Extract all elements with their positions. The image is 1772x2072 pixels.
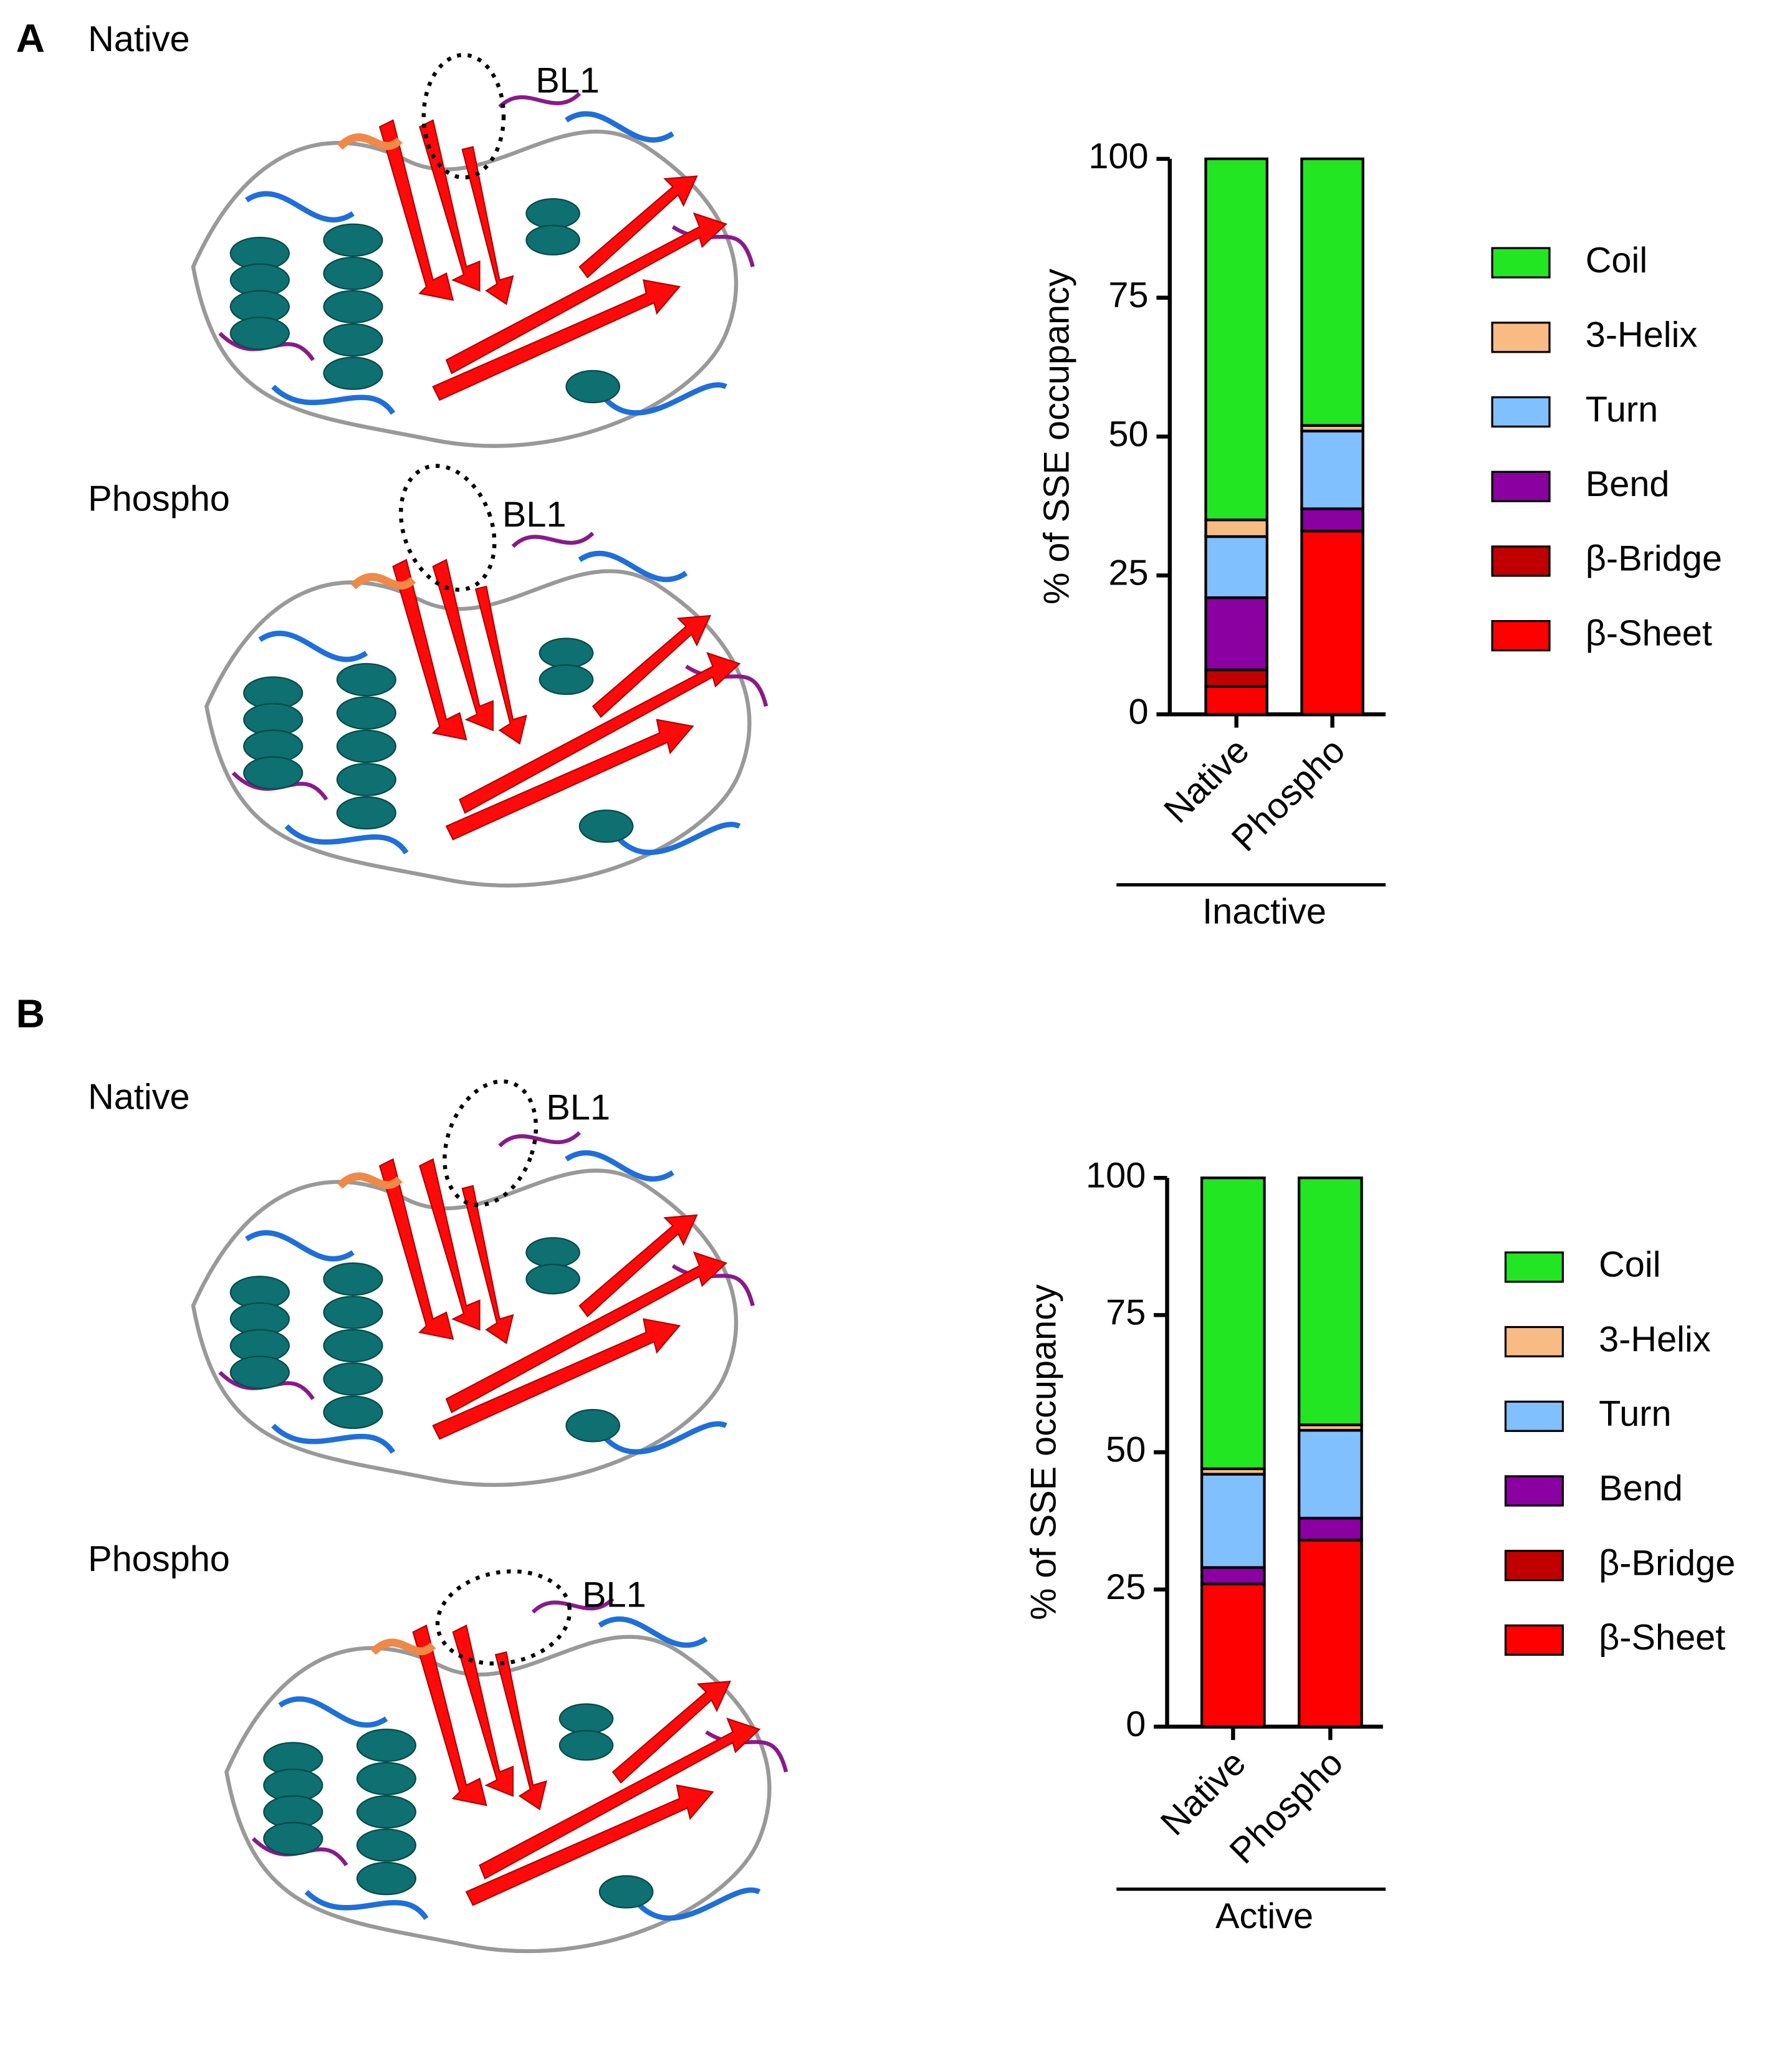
legend-swatch (1491, 620, 1551, 652)
annotation: BL1 (582, 1575, 646, 1615)
annotation: BL1 (546, 1087, 610, 1127)
bar-segment (1204, 685, 1268, 716)
annotation: BL1 (535, 60, 600, 100)
bar-segment (1298, 1429, 1363, 1520)
legend-swatch (1491, 322, 1551, 353)
legend-swatch (1491, 247, 1551, 279)
y-tick-label: 100 (1086, 1155, 1146, 1195)
legend-label: Turn (1599, 1394, 1672, 1434)
structure-label: Phospho (88, 1539, 230, 1579)
highlight-ellipse (399, 464, 497, 592)
y-tick-label: 25 (1108, 553, 1148, 593)
bar-segment (1204, 668, 1268, 688)
y-axis-label: % of SSE occupancy (1023, 1284, 1063, 1620)
legend-swatch (1504, 1251, 1564, 1283)
legend-label: Bend (1586, 464, 1670, 504)
legend-label: Bend (1599, 1469, 1683, 1509)
legend-label: Turn (1586, 389, 1659, 429)
bar-segment (1204, 518, 1268, 538)
bar-segment (1204, 596, 1268, 672)
legend-swatch (1491, 396, 1551, 428)
bar-segment (1300, 529, 1364, 716)
legend-label: β-Bridge (1586, 539, 1722, 579)
protein-structure (226, 1599, 786, 1951)
structure-label: Native (88, 1077, 190, 1117)
y-tick-label: 50 (1108, 414, 1148, 454)
legend-swatch (1504, 1325, 1564, 1358)
protein-structure (206, 533, 766, 886)
legend-swatch (1504, 1624, 1564, 1656)
legend-label: 3-Helix (1586, 315, 1698, 355)
y-tick-label: 75 (1108, 275, 1148, 315)
bar-segment (1200, 1177, 1266, 1471)
bar-segment (1300, 157, 1364, 427)
bar-segment (1200, 1473, 1266, 1569)
y-tick-label: 25 (1106, 1567, 1146, 1607)
bar-segment (1300, 507, 1364, 533)
protein-structure (193, 1132, 753, 1484)
highlight-ellipse (443, 1079, 539, 1207)
y-tick-label: 50 (1106, 1430, 1146, 1470)
bar-segment (1200, 1582, 1266, 1728)
panel-label: B (16, 991, 45, 1036)
structure-label: Phospho (88, 479, 230, 519)
highlight-ellipse (435, 1569, 572, 1666)
legend-label: Coil (1599, 1245, 1660, 1285)
legend-swatch (1504, 1550, 1564, 1582)
legend-label: Coil (1586, 241, 1647, 280)
legend-label: β-Bridge (1599, 1543, 1735, 1583)
bar-segment (1200, 1566, 1266, 1586)
x-axis-label: Inactive (1202, 892, 1326, 932)
legend-label: β-Sheet (1586, 613, 1712, 653)
bar-segment (1298, 1539, 1363, 1728)
bar-segment (1298, 1177, 1363, 1426)
legend-swatch (1504, 1475, 1564, 1507)
protein-structure (193, 93, 753, 446)
bar-segment (1300, 429, 1364, 510)
structure-label: Native (88, 19, 190, 59)
annotation: BL1 (502, 495, 567, 535)
y-tick-label: 100 (1088, 136, 1148, 176)
legend-label: β-Sheet (1599, 1618, 1725, 1658)
panel-label: A (16, 16, 45, 61)
y-tick-label: 0 (1129, 692, 1149, 732)
legend-swatch (1491, 470, 1551, 502)
bar-segment (1204, 535, 1268, 599)
legend-label: 3-Helix (1599, 1319, 1711, 1359)
x-axis-label: Active (1215, 1896, 1313, 1936)
y-tick-label: 0 (1126, 1704, 1146, 1744)
y-tick-label: 75 (1106, 1293, 1146, 1333)
bar-segment (1204, 157, 1268, 522)
highlight-ellipse (421, 52, 506, 180)
legend-swatch (1504, 1400, 1564, 1432)
legend-swatch (1491, 545, 1551, 577)
bar-segment (1298, 1517, 1363, 1542)
y-axis-label: % of SSE occupancy (1037, 269, 1077, 604)
